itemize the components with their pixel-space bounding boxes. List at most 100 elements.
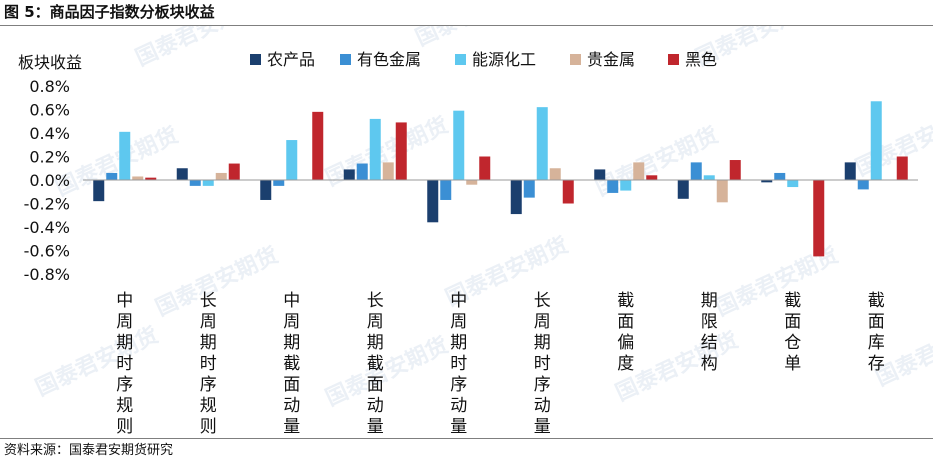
bar bbox=[774, 172, 786, 180]
x-tick-char: 结 bbox=[701, 333, 718, 353]
y-tick-label: -0.2% bbox=[24, 195, 70, 214]
x-tick-char: 时 bbox=[116, 354, 133, 374]
x-tick-char: 量 bbox=[283, 417, 300, 437]
legend-swatch bbox=[570, 54, 581, 65]
y-tick-label: -0.6% bbox=[24, 242, 70, 261]
x-tick-label: 中周期时序动量 bbox=[450, 291, 467, 437]
x-tick-char: 动 bbox=[450, 396, 467, 416]
x-tick-char: 量 bbox=[450, 417, 467, 437]
bar bbox=[202, 180, 214, 186]
x-tick-char: 库 bbox=[868, 333, 885, 353]
watermark-text: 国泰君安期货 bbox=[152, 242, 283, 321]
bar bbox=[729, 160, 741, 180]
x-tick-char: 长 bbox=[200, 291, 217, 311]
source-divider bbox=[0, 438, 933, 439]
bar bbox=[703, 175, 715, 180]
bar bbox=[523, 180, 535, 198]
x-tick-char: 面 bbox=[617, 312, 634, 332]
x-tick-char: 动 bbox=[367, 396, 384, 416]
bar bbox=[787, 180, 799, 188]
title-divider bbox=[0, 25, 933, 26]
bar bbox=[356, 163, 368, 180]
bar bbox=[145, 177, 157, 180]
x-tick-char: 周 bbox=[283, 312, 300, 332]
x-tick-label: 期限结构 bbox=[701, 291, 718, 374]
y-tick-label: 0.0% bbox=[29, 171, 70, 190]
watermark-text: 国泰君安期货 bbox=[412, 26, 543, 51]
x-tick-label: 截面仓单 bbox=[784, 291, 801, 374]
x-tick-char: 期 bbox=[283, 333, 300, 353]
legend-label: 能源化工 bbox=[472, 50, 536, 69]
x-tick-char: 序 bbox=[534, 375, 551, 395]
x-tick-char: 中 bbox=[450, 291, 467, 311]
x-tick-char: 面 bbox=[367, 375, 384, 395]
bar bbox=[453, 110, 465, 180]
x-tick-char: 构 bbox=[701, 354, 718, 374]
watermark-text: 国泰君安期货 bbox=[322, 332, 453, 411]
bar bbox=[633, 162, 645, 180]
bars bbox=[93, 101, 908, 257]
watermark-text: 国泰君安期货 bbox=[32, 322, 163, 401]
legend-label: 贵金属 bbox=[587, 50, 635, 69]
y-tick-label: 0.8% bbox=[29, 77, 70, 96]
legend-label: 农产品 bbox=[267, 50, 315, 69]
x-tick-char: 截 bbox=[283, 354, 300, 374]
bar bbox=[395, 122, 407, 180]
bar bbox=[369, 118, 381, 180]
x-tick-char: 中 bbox=[116, 291, 133, 311]
x-tick-char: 规 bbox=[116, 396, 133, 416]
bar bbox=[716, 180, 728, 203]
x-tick-char: 期 bbox=[701, 291, 718, 311]
x-tick-label: 长周期截面动量 bbox=[367, 291, 384, 437]
legend-swatch bbox=[250, 54, 261, 65]
x-tick-label: 长周期时序规则 bbox=[200, 291, 217, 437]
bar bbox=[427, 180, 439, 223]
x-tick-char: 仓 bbox=[784, 333, 801, 353]
x-tick-char: 周 bbox=[116, 312, 133, 332]
x-tick-char: 量 bbox=[534, 417, 551, 437]
x-tick-char: 面 bbox=[283, 375, 300, 395]
x-tick-char: 量 bbox=[367, 417, 384, 437]
bar bbox=[562, 180, 574, 204]
bar bbox=[870, 101, 882, 180]
x-tick-char: 截 bbox=[367, 354, 384, 374]
x-tick-char: 则 bbox=[200, 417, 217, 437]
bar bbox=[466, 180, 478, 185]
x-tick-char: 期 bbox=[116, 333, 133, 353]
y-tick-label: 0.2% bbox=[29, 148, 70, 167]
x-tick-label: 长周期时序动量 bbox=[534, 291, 551, 437]
x-tick-char: 则 bbox=[116, 417, 133, 437]
x-tick-char: 面 bbox=[784, 312, 801, 332]
x-tick-char: 截 bbox=[784, 291, 801, 311]
y-axis-title: 板块收益 bbox=[18, 53, 82, 72]
figure-title: 图 5：商品因子指数分板块收益 bbox=[4, 3, 215, 21]
bar bbox=[646, 175, 658, 180]
bar bbox=[844, 162, 856, 180]
bar bbox=[286, 140, 298, 180]
x-tick-char: 长 bbox=[367, 291, 384, 311]
bar bbox=[549, 168, 561, 180]
bar bbox=[607, 180, 619, 193]
bar bbox=[119, 131, 131, 180]
x-tick-label: 截面偏度 bbox=[617, 291, 634, 374]
bar bbox=[132, 176, 144, 180]
x-tick-char: 期 bbox=[534, 333, 551, 353]
legend-swatch bbox=[455, 54, 466, 65]
x-tick-label: 中周期时序规则 bbox=[116, 291, 133, 437]
x-tick-char: 限 bbox=[701, 312, 718, 332]
x-tick-char: 时 bbox=[450, 354, 467, 374]
bar bbox=[228, 163, 240, 180]
x-tick-char: 面 bbox=[868, 312, 885, 332]
legend-label: 黑色 bbox=[685, 50, 717, 69]
bar bbox=[273, 180, 285, 186]
x-tick-char: 长 bbox=[534, 291, 551, 311]
x-tick-char: 周 bbox=[450, 312, 467, 332]
y-tick-label: -0.4% bbox=[24, 218, 70, 237]
watermark-text: 国泰君安期货 bbox=[52, 122, 183, 201]
bar bbox=[510, 180, 522, 215]
x-tick-char: 存 bbox=[868, 354, 885, 374]
x-tick-char: 度 bbox=[617, 354, 634, 374]
x-tick-char: 周 bbox=[534, 312, 551, 332]
x-tick-char: 中 bbox=[283, 291, 300, 311]
